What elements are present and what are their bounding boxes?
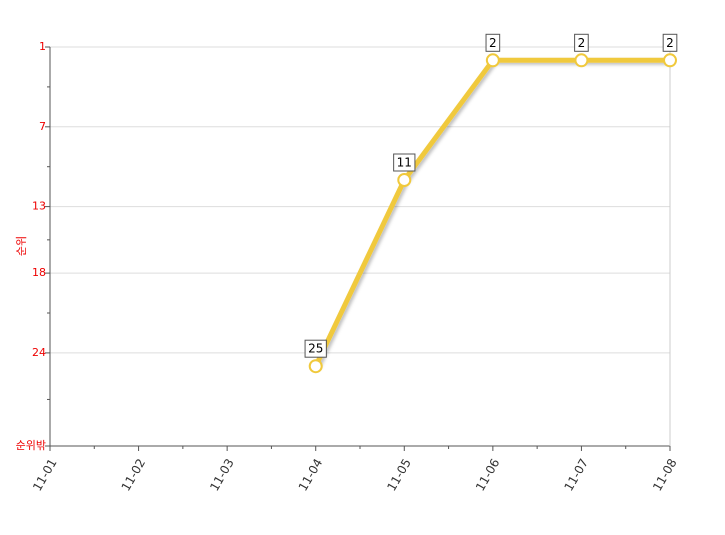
data-label-text: 2 bbox=[489, 36, 497, 50]
point bbox=[663, 53, 677, 68]
point bbox=[397, 173, 412, 187]
data-label-box bbox=[393, 153, 416, 172]
y-axis-title: 순위 bbox=[15, 236, 28, 256]
x-tick-label: 11-06 bbox=[473, 456, 503, 493]
x-tick-label: 11-08 bbox=[650, 456, 680, 493]
data-label-box bbox=[304, 339, 327, 358]
data-label-box bbox=[662, 33, 678, 52]
data-label: 2 bbox=[485, 33, 501, 52]
y-tick-label: 24 bbox=[32, 346, 46, 359]
point bbox=[308, 359, 323, 374]
point bbox=[485, 53, 500, 68]
y-tick-label: 13 bbox=[32, 200, 46, 213]
data-label: 11 bbox=[393, 153, 416, 172]
data-label-text: 11 bbox=[397, 156, 412, 170]
x-tick-label: 11-07 bbox=[561, 456, 591, 493]
series-line bbox=[313, 57, 670, 368]
x-tick-label: 11-02 bbox=[119, 456, 149, 493]
x-tick-label: 11-04 bbox=[296, 456, 326, 493]
data-label: 2 bbox=[574, 33, 589, 52]
y-tick-label: 18 bbox=[32, 266, 46, 279]
y-tick-label: 7 bbox=[39, 120, 46, 133]
y-tick-label: 순위밖 bbox=[16, 439, 46, 452]
point bbox=[574, 53, 589, 68]
x-tick-label: 11-03 bbox=[207, 456, 237, 493]
data-label-text: 2 bbox=[578, 36, 586, 50]
data-label: 25 bbox=[304, 339, 327, 358]
data-label: 2 bbox=[662, 33, 678, 52]
x-tick-label: 11-01 bbox=[30, 456, 60, 493]
data-label-box bbox=[485, 33, 501, 52]
data-label-text: 2 bbox=[666, 36, 674, 50]
x-tick-label: 11-05 bbox=[384, 456, 414, 493]
y-tick-label: 1 bbox=[39, 40, 46, 53]
data-label-text: 25 bbox=[308, 342, 323, 356]
data-label-box bbox=[574, 33, 589, 52]
